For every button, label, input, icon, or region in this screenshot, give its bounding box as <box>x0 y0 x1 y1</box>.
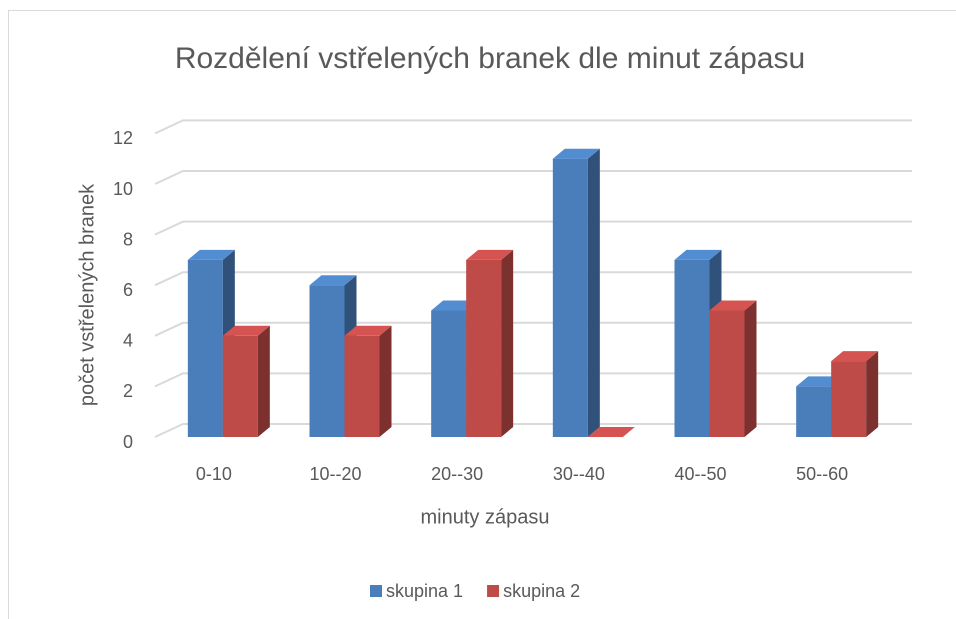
grid-line <box>154 271 912 287</box>
legend-swatch <box>370 585 382 597</box>
legend-swatch <box>487 585 500 597</box>
grid-line <box>154 170 912 185</box>
y-tick-label: 4 <box>123 331 133 351</box>
bar <box>187 249 235 437</box>
x-tick-label: 50--60 <box>796 464 848 484</box>
y-tick-label: 2 <box>123 381 133 401</box>
bar <box>674 249 722 437</box>
y-tick-label: 6 <box>123 280 133 300</box>
y-tick-label: 0 <box>123 432 133 452</box>
x-tick-label: 20--30 <box>431 464 483 484</box>
grid-line <box>154 423 912 438</box>
x-axis-title: minuty zápasu <box>421 506 550 528</box>
grid-line <box>154 321 912 337</box>
bar <box>222 325 270 437</box>
bar <box>344 325 392 437</box>
bar <box>552 148 600 437</box>
y-tick-label: 8 <box>123 229 133 249</box>
x-tick-label: 40--50 <box>674 464 726 484</box>
y-tick-label: 12 <box>113 128 133 148</box>
bar <box>709 300 757 437</box>
grid-line <box>154 220 912 236</box>
x-tick-label: 30--40 <box>553 464 605 484</box>
chart-title: Rozdělení vstřelených branek dle minut z… <box>175 42 805 75</box>
chart-frame <box>8 10 956 619</box>
x-tick-label: 10--20 <box>309 464 361 484</box>
x-tick-label: 0-10 <box>196 464 232 484</box>
grid-line <box>154 372 912 388</box>
bar <box>831 351 879 437</box>
bar <box>466 249 514 437</box>
y-tick-label: 10 <box>113 179 133 199</box>
legend-label: skupina 1 <box>386 581 463 601</box>
bar <box>587 427 635 437</box>
y-axis-title: počet vstřelených branek <box>76 183 98 406</box>
grid-line <box>154 119 912 135</box>
legend-label: skupina 2 <box>503 581 580 601</box>
